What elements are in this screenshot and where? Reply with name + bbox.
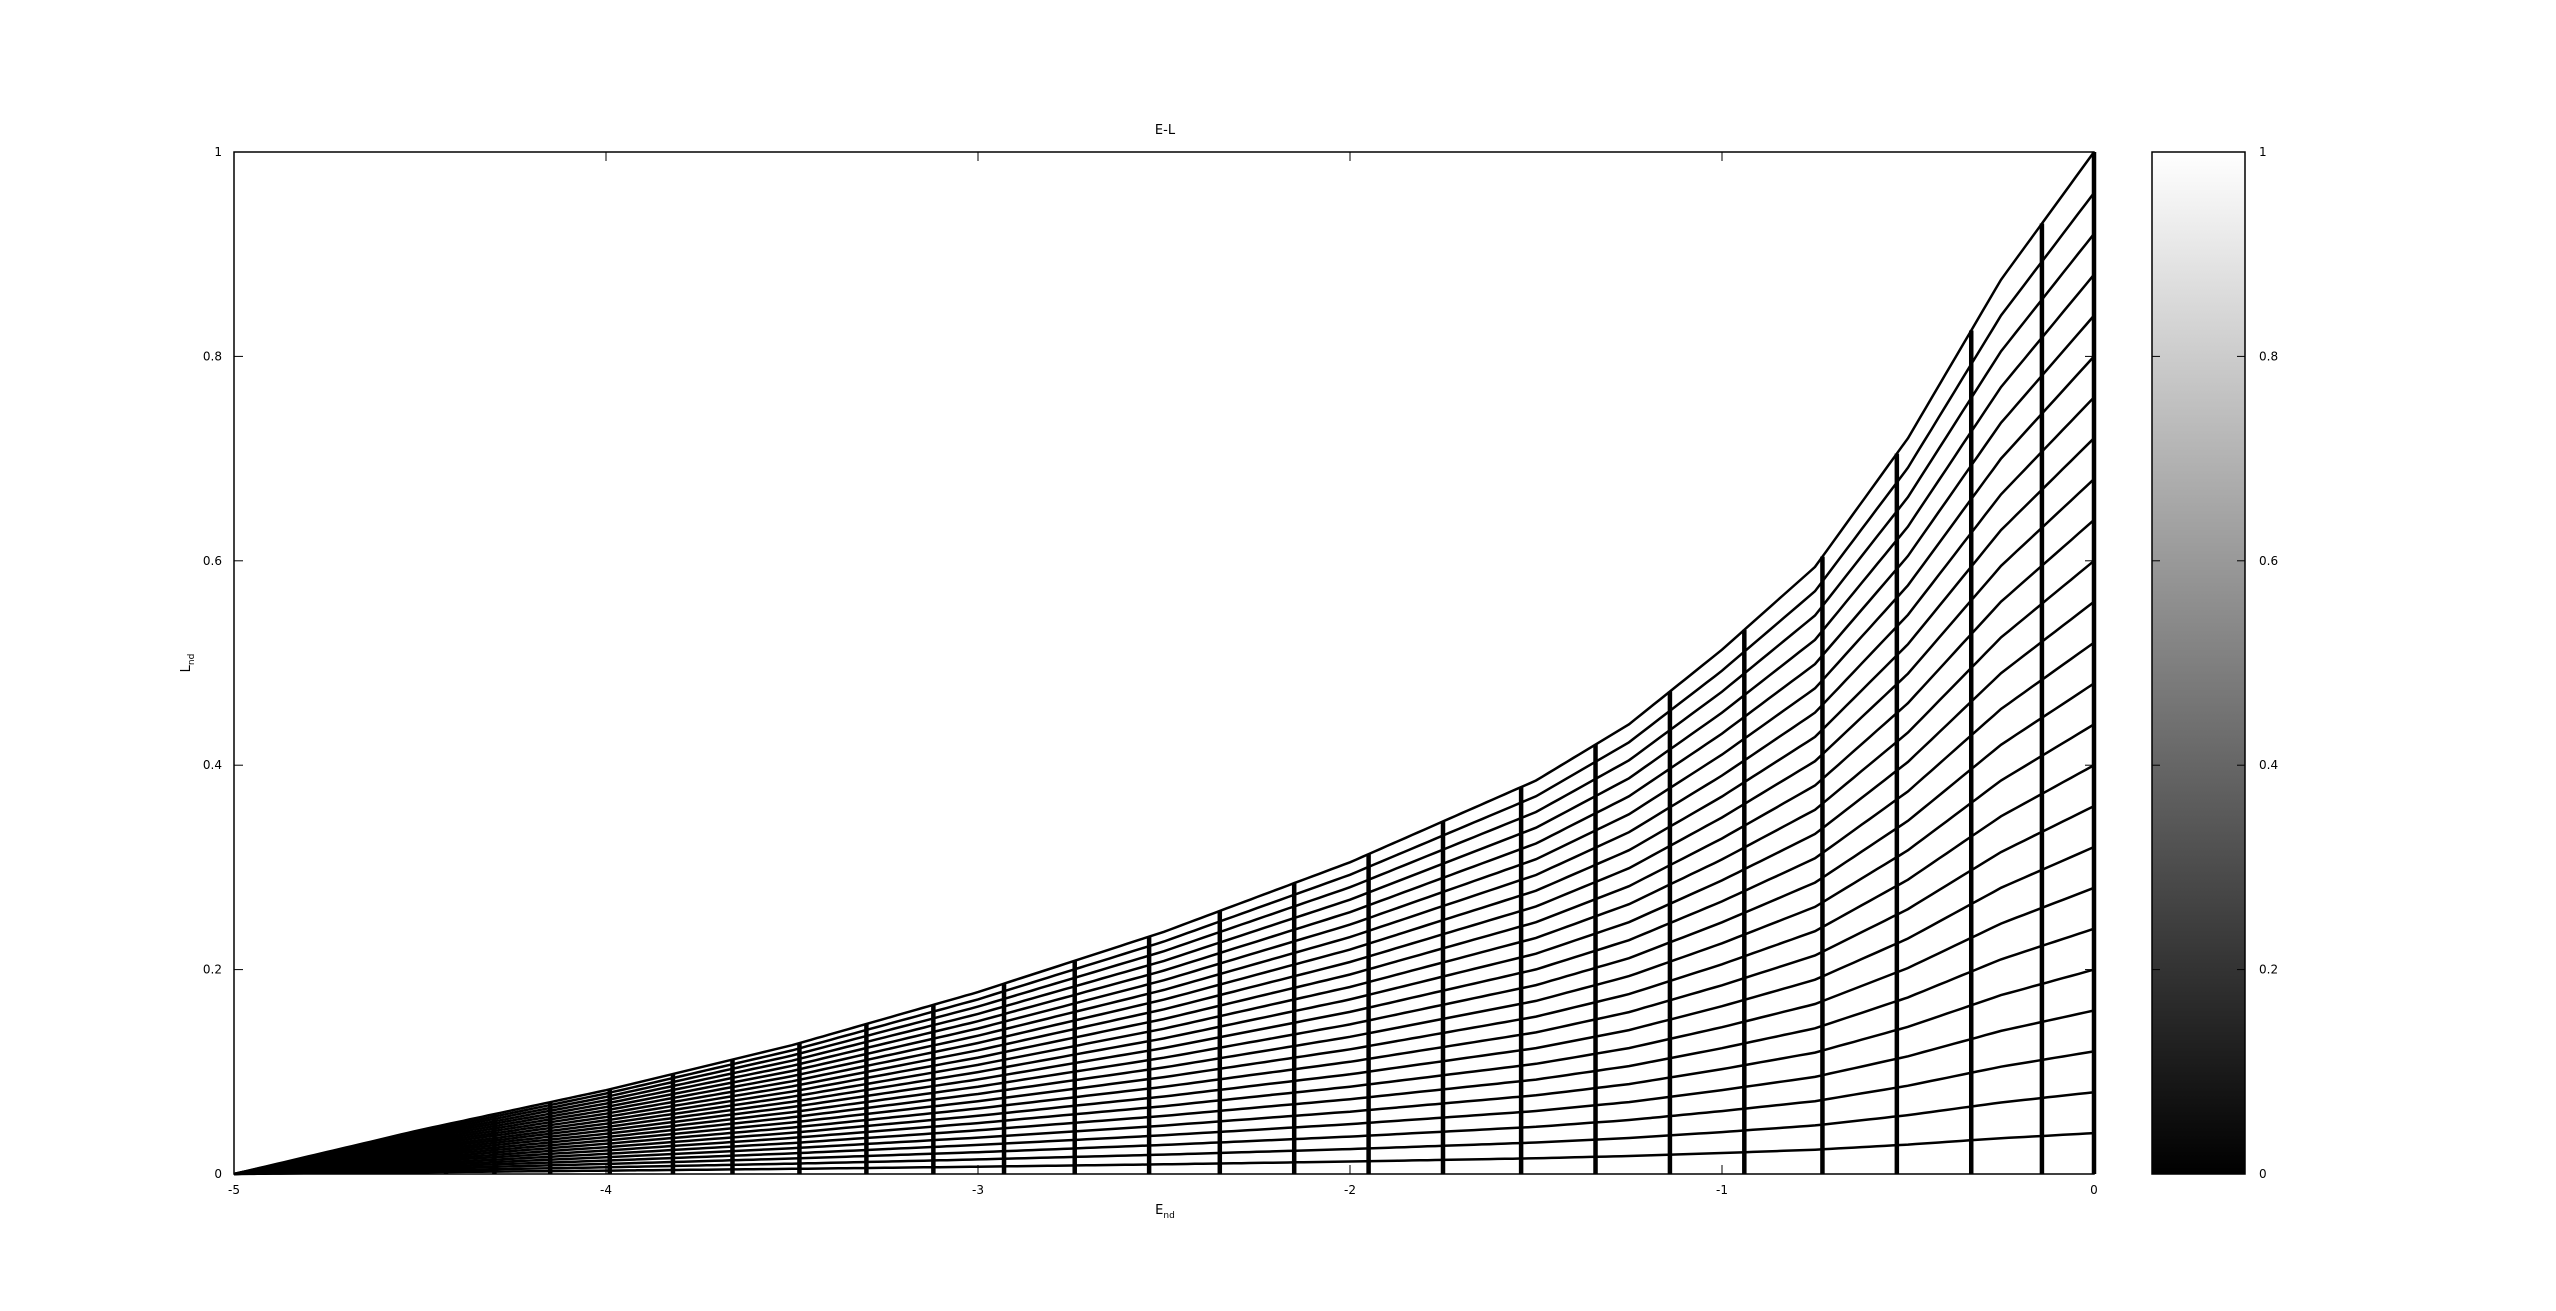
- y-axis-label-sub: nd: [187, 654, 197, 665]
- x-tick-label: -5: [228, 1183, 240, 1197]
- y-tick-label: 0.6: [203, 554, 222, 568]
- level-curve-11: [233, 723, 2095, 1176]
- boundary-curve: [233, 151, 2096, 1176]
- level-curve-14: [233, 600, 2095, 1176]
- x-axis-label-main: E: [1155, 1203, 1163, 1218]
- colorbar-tick-label: 0: [2259, 1167, 2267, 1181]
- x-tick-label: 0: [2090, 1183, 2098, 1197]
- level-curve-24: [233, 192, 2095, 1176]
- colorbar-tick-label: 0.4: [2259, 758, 2278, 772]
- level-curve-5: [233, 968, 2095, 1176]
- y-tick-label: 0: [214, 1167, 222, 1181]
- level-curve-15: [233, 559, 2095, 1176]
- level-curve-7: [233, 886, 2095, 1176]
- level-curve-1: [233, 1131, 2095, 1176]
- colorbar: [2151, 151, 2246, 1175]
- x-tick-label: -4: [600, 1183, 612, 1197]
- level-curve-4: [233, 1009, 2095, 1176]
- level-curve-23: [233, 233, 2095, 1176]
- level-curve-2: [233, 1090, 2095, 1176]
- y-tick-label: 0.4: [203, 758, 222, 772]
- x-axis-label: End: [1155, 1203, 1175, 1221]
- level-curve-9: [233, 804, 2095, 1176]
- level-curve-21: [233, 314, 2095, 1176]
- level-curve-18: [233, 437, 2095, 1176]
- level-curve-17: [233, 478, 2095, 1176]
- colorbar-axis: 0 0.2 0.4 0.6 0.8 1: [2152, 145, 2278, 1181]
- colorbar-tick-label: 0.2: [2259, 963, 2278, 977]
- y-axis-label-main: L: [179, 664, 194, 672]
- colorbar-tick-label: 0.6: [2259, 554, 2278, 568]
- x-tick-label: -3: [972, 1183, 984, 1197]
- y-axis: 0 0.2 0.4 0.6 0.8 1: [203, 145, 2094, 1181]
- x-tick-label: -2: [1344, 1183, 1356, 1197]
- y-tick-label: 0.2: [203, 963, 222, 977]
- level-curve-16: [233, 518, 2095, 1176]
- x-axis: -5 -4 -3 -2 -1 0: [228, 152, 2098, 1197]
- level-curve-12: [233, 682, 2095, 1176]
- level-curve-10: [233, 764, 2095, 1176]
- y-axis-label: Lnd: [179, 654, 197, 673]
- plot-area: [233, 151, 2097, 1176]
- level-curve-8: [233, 845, 2095, 1176]
- colorbar-tick-label: 1: [2259, 145, 2267, 159]
- x-tick-label: -1: [1716, 1183, 1728, 1197]
- level-curve-20: [233, 355, 2095, 1176]
- level-curve-6: [233, 927, 2095, 1176]
- chart-title: E-L: [1155, 123, 1176, 138]
- y-tick-label: 0.8: [203, 349, 222, 363]
- level-curve-3: [233, 1050, 2095, 1176]
- level-curve-13: [233, 641, 2095, 1176]
- y-tick-label: 1: [214, 145, 222, 159]
- x-axis-label-sub: nd: [1163, 1211, 1174, 1221]
- level-curve-22: [233, 273, 2095, 1176]
- level-curve-19: [233, 396, 2095, 1176]
- colorbar-tick-label: 0.8: [2259, 349, 2278, 363]
